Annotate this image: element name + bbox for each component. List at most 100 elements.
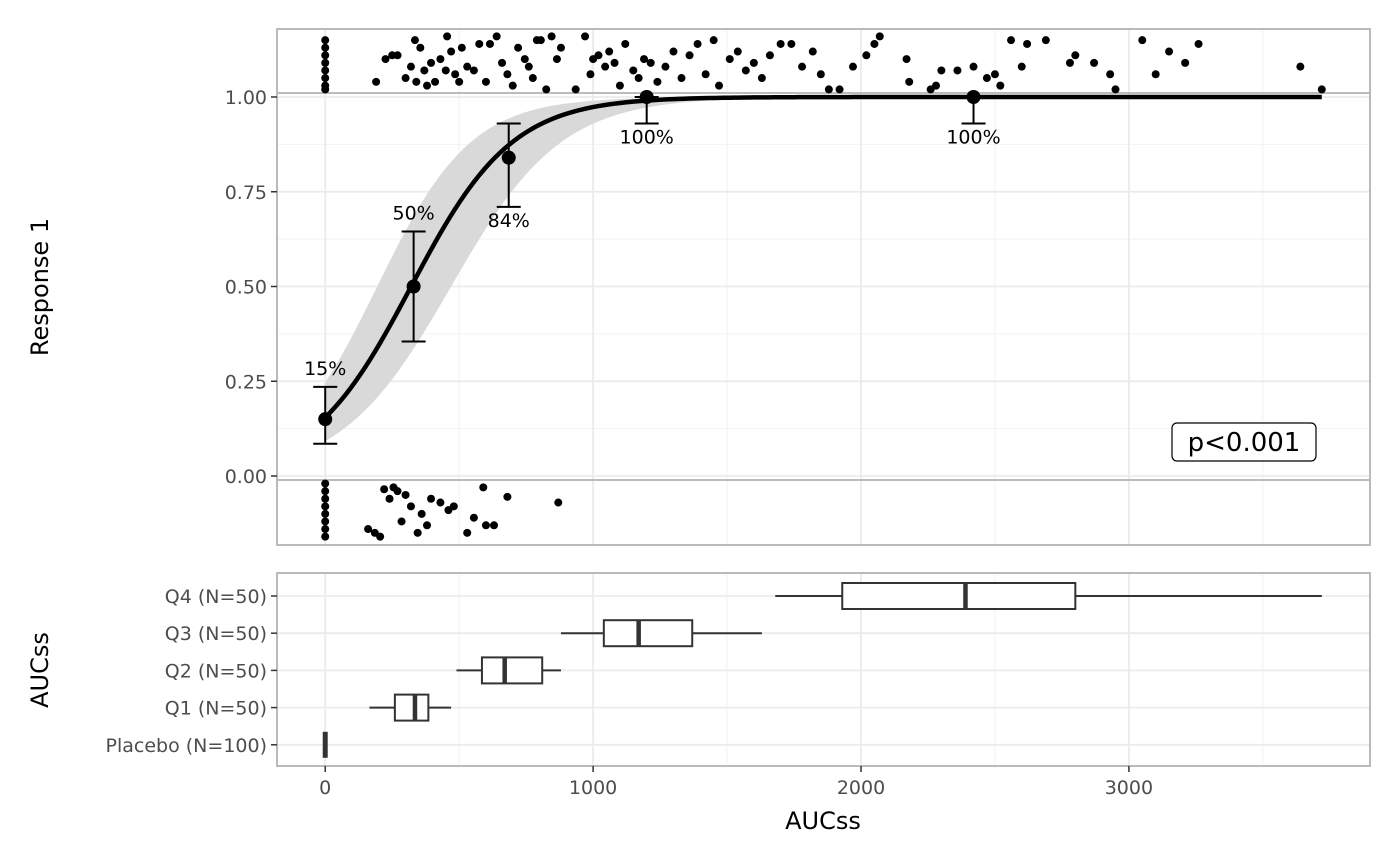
y-tick-label: 0.75 [225,182,267,204]
responder-point [969,62,978,71]
non-responder-point [321,494,330,503]
non-responder-point [321,517,330,526]
responder-point [524,62,533,71]
responder-point [661,62,670,71]
responder-point [816,70,825,79]
responder-point [1296,62,1305,71]
responder-point [776,39,785,48]
responder-point [824,85,833,94]
responder-point [457,43,466,52]
non-responder-point [321,502,330,511]
non-responder-point [423,521,432,530]
p-value-text: p<0.001 [1188,428,1301,458]
responder-point [552,55,561,64]
responder-point [1023,39,1032,48]
responder-point [1165,47,1174,56]
non-responder-point [380,485,389,494]
responder-point [321,36,330,45]
responder-point [709,36,718,45]
x-tick-label: 2000 [837,777,885,799]
responder-point [321,74,330,83]
responder-point [798,62,807,71]
responder-point [932,81,941,90]
exposure-boxplot-panel: Q4 (N=50) Q3 (N=50) Q2 (N=50) Q1 (N=50) Plac… [26,572,1371,835]
group-label: Placebo (N=100) [106,735,267,757]
responder-point [321,85,330,94]
responder-point [571,85,580,94]
responder-point [875,32,884,41]
boxplot-box [393,693,430,722]
x-tick-label: 3000 [1105,777,1153,799]
responder-point [536,36,545,45]
responder-point [321,51,330,60]
response-y-ticks: 0.00 0.25 0.50 0.75 1.00 [225,87,277,488]
responder-point [1111,85,1120,94]
responder-point [485,39,494,48]
responder-point [556,43,565,52]
observed-proportion-labels: 15% 50% 84% 100% 100% [304,127,1001,380]
responder-point [1017,62,1026,71]
logistic-fit-line [323,94,1322,420]
responder-point [615,81,624,90]
observed-proportion-point [318,412,333,427]
boxplot-y-axis-title: AUCss [26,632,54,708]
responder-point [669,47,678,56]
non-responder-point [449,502,458,511]
responder-point [416,43,425,52]
responder-point [733,47,742,56]
responder-point [715,81,724,90]
responder-point [1090,58,1099,67]
responder-point [586,70,595,79]
non-responder-point [489,521,498,530]
responder-point [447,47,456,56]
responder-point [381,55,390,64]
boxplot-group-labels: Q4 (N=50) Q3 (N=50) Q2 (N=50) Q1 (N=50) Plac… [106,586,277,757]
observed-proportion-label: 100% [620,127,674,149]
responder-point [412,77,421,86]
responder-point [1181,58,1190,67]
responder-point [420,66,429,75]
responder-point [610,58,619,67]
y-tick-label: 0.00 [225,466,267,488]
responder-point [757,74,766,83]
observation-points [321,32,1326,541]
x-tick-label: 0 [319,777,331,799]
y-tick-label: 0.25 [225,371,267,393]
non-responder-point [554,498,563,507]
non-responder-point [413,528,422,537]
responder-point [1317,85,1326,94]
boxplot-boxes [322,582,1322,758]
responder-point [406,62,415,71]
non-responder-point [393,487,402,496]
boxplot-group [560,619,762,648]
responder-point [996,81,1005,90]
responder-point [481,77,490,86]
responder-point [508,81,517,90]
observed-proportion-point [406,279,421,294]
responder-point [547,32,556,41]
non-responder-point [417,509,426,518]
boxplot-group [775,582,1322,610]
responder-point [953,66,962,75]
y-tick-label: 1.00 [225,87,267,109]
responder-point [601,62,610,71]
responder-point [701,70,710,79]
observed-proportion-errorbars [313,90,986,445]
responder-point [514,43,523,52]
non-responder-point [479,483,488,492]
responder-point [902,55,911,64]
responder-point [653,77,662,86]
responder-point [862,51,871,60]
responder-point [469,66,478,75]
responder-point [443,32,452,41]
observed-proportion-label: 15% [304,358,346,380]
responder-point [503,70,512,79]
responder-point [436,55,445,64]
responder-point [1106,70,1115,79]
boxplot-group [456,656,561,685]
responder-point [410,36,419,45]
x-tick-label: 1000 [569,777,617,799]
responder-point [321,66,330,75]
boxplot-group [369,693,452,722]
